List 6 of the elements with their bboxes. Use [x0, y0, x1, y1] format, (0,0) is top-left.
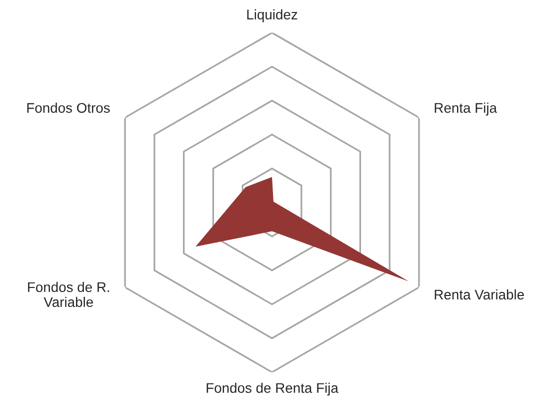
spoke-label: Renta Variable [434, 289, 524, 300]
spoke-label: Fondos Otros [27, 102, 110, 113]
spoke-label: Renta Fija [434, 102, 497, 116]
spoke-label: Liquidez [247, 9, 298, 22]
spoke-label: Fondos de R. Variable [28, 282, 110, 308]
spoke-label: Fondos de Renta Fija [206, 382, 338, 396]
